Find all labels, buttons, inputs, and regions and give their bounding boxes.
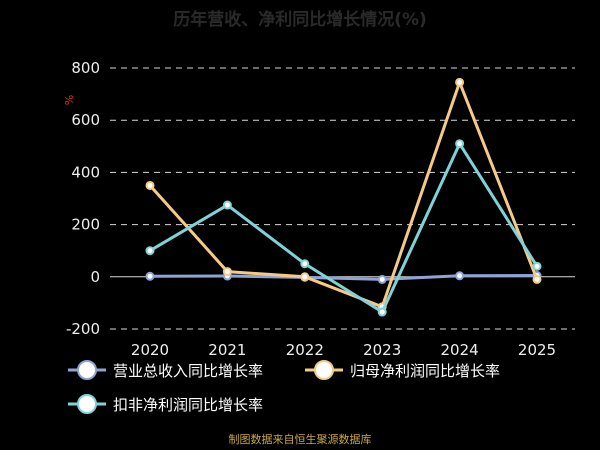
series-2-point: [455, 77, 465, 87]
series-1-point: [455, 271, 465, 281]
series-2-point: [145, 180, 155, 190]
legend-item-1: 营业总收入同比增长率: [68, 360, 263, 380]
y-tick-label: 600: [71, 111, 100, 129]
legend-swatch-marker: [77, 394, 97, 414]
x-tick-label: 2021: [208, 341, 246, 359]
series-1-point: [145, 271, 155, 281]
x-tick-label: 2020: [131, 341, 169, 359]
series-3-point: [455, 139, 465, 149]
series-layer: [145, 77, 542, 317]
series-3-point: [222, 200, 232, 210]
x-tick-label: 2024: [441, 341, 479, 359]
series-3-point: [532, 261, 542, 271]
legend-item-3: 扣非净利润同比增长率: [68, 394, 263, 414]
legend-label: 归母净利润同比增长率: [350, 362, 500, 380]
chart-title: 历年营收、净利同比增长情况(%): [173, 9, 427, 30]
series-2-point: [532, 274, 542, 284]
series-3-point: [145, 246, 155, 256]
legend-item-2: 归母净利润同比增长率: [305, 360, 500, 380]
series-line-1: [149, 273, 538, 281]
x-tick-label: 2023: [363, 341, 401, 359]
y-tick-labels: -200 0 200 400 600 800: [66, 59, 100, 338]
series-2-point: [222, 267, 232, 277]
legend-swatch-marker: [314, 360, 334, 380]
legend-label: 营业总收入同比增长率: [113, 362, 263, 380]
x-tick-label: 2025: [518, 341, 556, 359]
series-line-2: [148, 80, 539, 309]
series-3-point: [377, 307, 387, 317]
y-tick-label: 0: [90, 268, 100, 286]
y-tick-label: 200: [71, 216, 100, 234]
series-3-point: [300, 259, 310, 269]
legend-swatch-marker: [77, 360, 97, 380]
series-2-point: [300, 272, 310, 282]
y-tick-label: -200: [66, 320, 100, 338]
x-tick-label: 2022: [286, 341, 324, 359]
y-tick-label: 400: [71, 163, 100, 181]
y-axis-label: %: [62, 95, 75, 105]
source-footer: 制图数据来自恒生聚源数据库: [229, 432, 372, 446]
x-tick-labels: 2020 2021 2022 2023 2024 2025: [131, 341, 556, 359]
series-line-3: [149, 142, 539, 314]
series-1-point: [377, 274, 387, 284]
y-tick-label: 800: [71, 59, 100, 77]
legend-label: 扣非净利润同比增长率: [113, 396, 263, 414]
